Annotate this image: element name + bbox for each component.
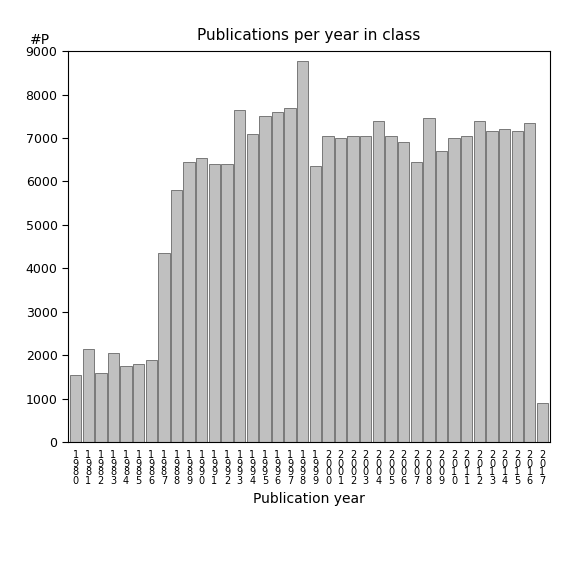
Bar <box>486 132 498 442</box>
Bar <box>524 123 535 442</box>
X-axis label: Publication year: Publication year <box>253 492 365 506</box>
Bar <box>285 108 296 442</box>
Bar <box>221 164 232 442</box>
Bar <box>398 142 409 442</box>
Bar <box>360 136 371 442</box>
Bar <box>436 151 447 442</box>
Bar <box>448 138 460 442</box>
Bar <box>423 119 434 442</box>
Bar <box>537 403 548 442</box>
Bar <box>196 158 208 442</box>
Bar <box>411 162 422 442</box>
Bar <box>272 112 283 442</box>
Bar <box>247 134 258 442</box>
Bar <box>133 364 145 442</box>
Bar <box>234 110 246 442</box>
Bar <box>259 116 270 442</box>
Bar <box>108 353 119 442</box>
Bar <box>473 121 485 442</box>
Bar <box>120 366 132 442</box>
Bar <box>171 190 182 442</box>
Bar <box>184 162 195 442</box>
Bar <box>499 129 510 442</box>
Bar <box>83 349 94 442</box>
Bar <box>335 138 346 442</box>
Bar <box>310 166 321 442</box>
Bar <box>386 136 397 442</box>
Bar <box>209 164 220 442</box>
Bar <box>322 136 333 442</box>
Bar <box>373 121 384 442</box>
Text: #P: #P <box>29 33 49 47</box>
Bar <box>158 253 170 442</box>
Bar <box>70 375 81 442</box>
Bar <box>95 373 107 442</box>
Bar <box>511 132 523 442</box>
Bar <box>348 136 359 442</box>
Title: Publications per year in class: Publications per year in class <box>197 28 421 43</box>
Bar <box>461 136 472 442</box>
Bar <box>146 359 157 442</box>
Bar <box>297 61 308 442</box>
